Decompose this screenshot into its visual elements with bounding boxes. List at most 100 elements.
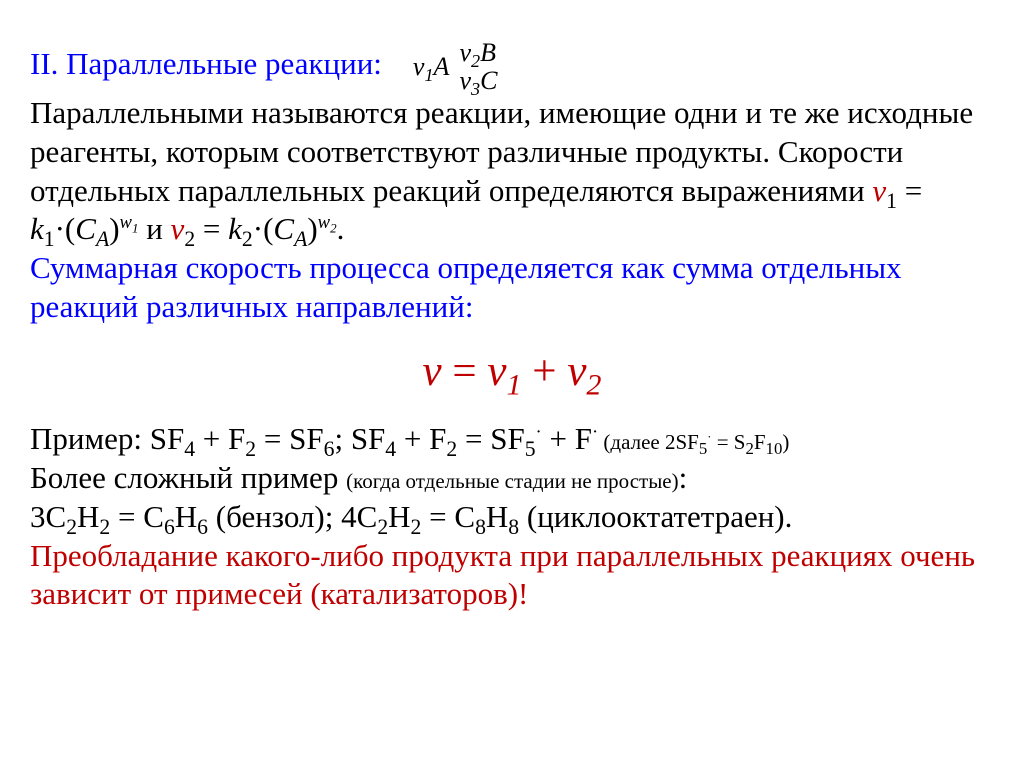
eq1-dot: ·( — [55, 211, 76, 246]
eq1-ksub: 1 — [44, 227, 55, 251]
ex3-a: 3C — [30, 499, 66, 534]
f-v: v — [423, 348, 442, 395]
ex3-c8: 8 — [475, 515, 486, 539]
eq1-v: v — [872, 173, 886, 208]
note-close: ) — [782, 430, 789, 454]
definition-paragraph: Параллельными называются реакции, имеющи… — [30, 94, 994, 249]
eq2-w: w2 — [318, 212, 337, 233]
A-symbol: A — [434, 52, 450, 81]
scheme-right: ν2B ν3C — [459, 40, 497, 94]
ex1-r1s: 4 — [184, 437, 195, 461]
note-F: F — [754, 430, 766, 454]
ex2-text: Более сложный пример — [30, 460, 346, 495]
heading: II. Параллельные реакции: — [30, 46, 382, 81]
slide-content: II. Параллельные реакции: ν1A ν2B ν3C Па… — [0, 0, 1024, 767]
eq2-Csub: A — [294, 227, 307, 251]
ex3-eq2: = C — [421, 499, 475, 534]
nu3-sub: 3 — [471, 79, 480, 99]
ex1-label: Пример: — [30, 421, 150, 456]
conclusion: Преобладание какого-либо продукта при па… — [30, 537, 994, 615]
nu2: ν — [459, 38, 471, 67]
ex1-r2s: 4 — [385, 437, 396, 461]
ex1-note: (далее 2SF5· = S2F10) — [598, 430, 789, 454]
ex1-p: + F — [195, 421, 245, 456]
ex1-eq: = SF — [256, 421, 323, 456]
main-formula: v = v1 + v2 — [30, 345, 994, 399]
nu-sub: 1 — [424, 65, 433, 85]
ex1-eq2s: 5 — [525, 437, 536, 461]
ex3-H2: H — [175, 499, 197, 534]
example-1: Пример: SF4 + F2 = SF6; SF4 + F2 = SF5· … — [30, 420, 994, 459]
and-text: и — [138, 211, 170, 246]
eq2-close: ) — [307, 211, 317, 246]
eq1-eq: = — [897, 173, 922, 208]
ex3-benz: (бензол); — [208, 499, 341, 534]
eq2-v: v — [171, 211, 185, 246]
ex1-p2s: 2 — [446, 437, 457, 461]
note-s10: 10 — [766, 439, 783, 458]
ex3-H3: H — [486, 499, 508, 534]
ex3-H: H — [77, 499, 99, 534]
eq2-ksub: 2 — [242, 227, 253, 251]
scheme-bottom: ν3C — [459, 68, 497, 94]
f-plus: + — [522, 348, 568, 395]
ex1-eq2: = SF — [457, 421, 524, 456]
eq1-vsub: 1 — [886, 189, 897, 213]
ex2-colon: : — [679, 460, 688, 495]
ex1-pF: + F — [542, 421, 592, 456]
ex3-eq: = C — [110, 499, 164, 534]
ex1-eqs: 6 — [324, 437, 335, 461]
eq2-vsub: 2 — [184, 227, 195, 251]
B-symbol: B — [480, 38, 496, 67]
ex1-p2: + F — [396, 421, 446, 456]
sum-rate-text: Суммарная скорость процесса определяется… — [30, 249, 994, 327]
ex1-r2: SF — [351, 421, 385, 456]
ex1-sep: ; — [334, 421, 350, 456]
eq2-C: C — [273, 211, 294, 246]
nu3: ν — [459, 66, 471, 95]
eq2-period: . — [337, 211, 345, 246]
eq2-w-sym: w — [318, 212, 330, 233]
f-v1: v — [487, 348, 506, 395]
f-s2: 2 — [586, 367, 601, 401]
eq1-w-sym: w — [120, 212, 132, 233]
heading-line: II. Параллельные реакции: ν1A ν2B ν3C — [30, 40, 994, 94]
ex2-small: (когда отдельные стадии не простые) — [346, 469, 679, 493]
ex3-Hb: H — [388, 499, 410, 534]
scheme-top: ν2B — [459, 40, 497, 66]
def-text: Параллельными называются реакции, имеющи… — [30, 95, 973, 208]
example-2: Более сложный пример (когда отдельные ст… — [30, 459, 994, 498]
note-open: ( — [598, 430, 610, 454]
ex3-h2: 2 — [99, 515, 110, 539]
note-s5: 5 — [699, 439, 707, 458]
f-v2: v — [567, 348, 586, 395]
eq1-Csub: A — [96, 227, 109, 251]
eq1-C: C — [75, 211, 96, 246]
example-3: 3C2H2 = C6H6 (бензол); 4C2H2 = C8H8 (цик… — [30, 498, 994, 537]
f-eq: = — [442, 348, 488, 395]
ex3-a2: 2 — [66, 515, 77, 539]
ex1-r1: SF — [150, 421, 184, 456]
ex3-hb2: 2 — [411, 515, 422, 539]
ex3-b: 4C — [341, 499, 377, 534]
f-s1: 1 — [507, 367, 522, 401]
note-s2: 2 — [745, 439, 753, 458]
eq2-eq: = — [195, 211, 228, 246]
ex3-c6: 6 — [164, 515, 175, 539]
eq1-close: ) — [109, 211, 119, 246]
nu-symbol: ν — [413, 52, 425, 81]
ex3-b2: 2 — [377, 515, 388, 539]
ex3-cyclo: (циклооктатетраен). — [519, 499, 792, 534]
note-t: далее 2SF — [610, 430, 698, 454]
eq2-k: k — [228, 211, 242, 246]
eq1-k: k — [30, 211, 44, 246]
ex3-h8: 8 — [508, 515, 519, 539]
eq1-w: w1 — [120, 212, 139, 233]
ex3-h6: 6 — [197, 515, 208, 539]
note-eq: = S — [711, 430, 745, 454]
C-symbol: C — [480, 66, 497, 95]
scheme-left: ν1A — [413, 51, 450, 84]
eq2-dot: ·( — [253, 211, 274, 246]
ex1-ps: 2 — [245, 437, 256, 461]
reaction-scheme: ν1A ν2B ν3C — [413, 40, 498, 94]
